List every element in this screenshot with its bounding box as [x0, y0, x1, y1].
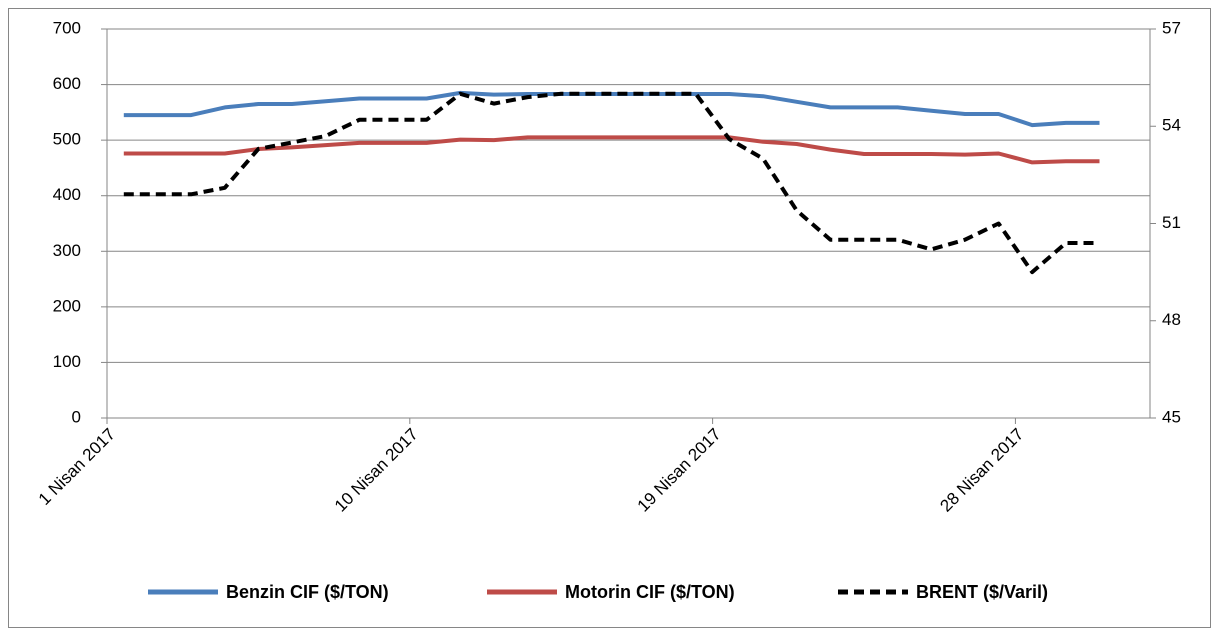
chart-border — [8, 8, 1211, 628]
y-tick-label: 0 — [72, 407, 81, 426]
y-tick-label: 300 — [53, 241, 81, 260]
y-tick-label: 600 — [53, 74, 81, 93]
y2-tick-label: 45 — [1162, 407, 1181, 426]
y2-tick-label: 57 — [1162, 18, 1181, 37]
y2-tick-label: 54 — [1162, 116, 1181, 135]
y-tick-label: 500 — [53, 130, 81, 149]
series-line — [123, 90, 1100, 128]
series-line — [123, 91, 1100, 275]
y-tick-label: 100 — [53, 352, 81, 371]
y2-tick-label: 51 — [1162, 213, 1181, 232]
legend-label: Benzin CIF ($/TON) — [226, 582, 389, 602]
y2-tick-label: 48 — [1162, 310, 1181, 329]
y-tick-label: 700 — [53, 18, 81, 37]
legend-label: Motorin CIF ($/TON) — [565, 582, 735, 602]
y-tick-label: 200 — [53, 296, 81, 315]
series-line — [123, 135, 1100, 165]
legend-label: BRENT ($/Varil) — [916, 582, 1048, 602]
y-tick-label: 400 — [53, 185, 81, 204]
